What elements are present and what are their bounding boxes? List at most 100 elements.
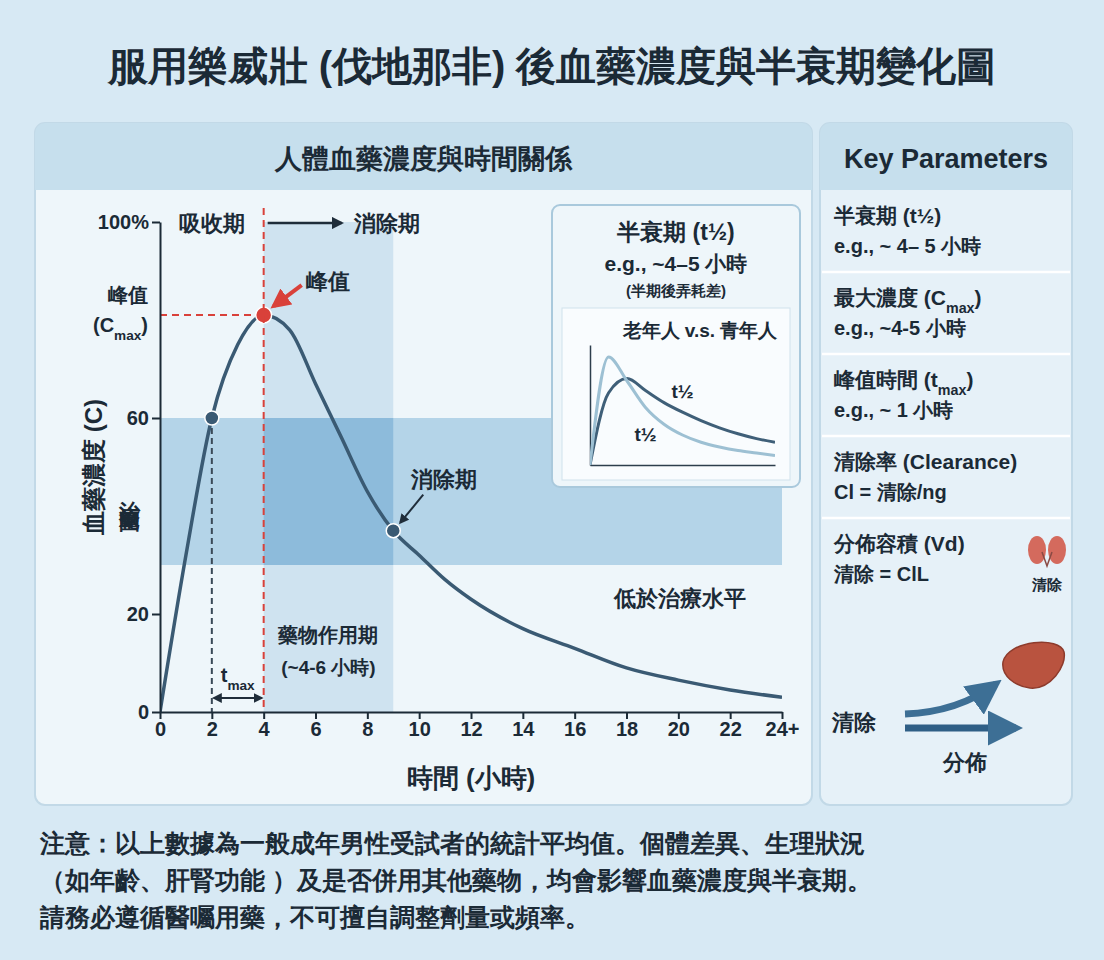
text-part: ): [975, 286, 982, 309]
inset-note: (半期後弄耗差): [626, 282, 726, 299]
param-title: 最大濃度 (Cmax): [833, 286, 982, 316]
x-tick-label: 14: [512, 718, 535, 740]
inset-x-axis-line: [591, 465, 776, 467]
panel: [820, 123, 1072, 805]
param-value: e.g., ~4-5 小時: [834, 317, 966, 339]
note-line: 注意：以上數據為一般成年男性受試者的統計平均值。個體差異、生理狀況: [39, 829, 865, 857]
kidney-icon: [1028, 536, 1066, 566]
y-tick-mark: [152, 614, 160, 616]
note-line: 請務必遵循醫囑用藥，不可擅自調整劑量或頻率。: [39, 903, 590, 931]
x-tick: 0: [155, 712, 166, 740]
row-separator: [822, 517, 1070, 520]
liver-icon: [1003, 642, 1065, 688]
param-title: 峰值時間 (tmax): [834, 368, 973, 398]
guide-line: [211, 418, 213, 712]
y-tick-mark: [152, 418, 160, 420]
title: 服用樂威壯 (伐地那非) 後血藥濃度與半衰期變化圖: [107, 44, 997, 88]
x-tick: 10: [409, 712, 431, 740]
text-part: (C: [93, 314, 114, 336]
param-value: Cl = 清除/ng: [834, 481, 947, 503]
y-axis-title: 血藥濃度 (C): [80, 399, 107, 536]
page: 服用樂威壯 (伐地那非) 後血藥濃度與半衰期變化圖人體血藥濃度與時間關係0206…: [0, 0, 1104, 960]
y-tick-label: 0: [138, 701, 149, 723]
inset-title: 半衰期 (t½): [616, 219, 735, 245]
x-tick: 18: [616, 712, 638, 740]
y-axis-line: [160, 223, 162, 713]
text-part: 峰值時間 (t: [834, 368, 938, 391]
y-tick-mark: [152, 222, 160, 224]
y-tick-label: 60: [127, 407, 149, 429]
text-part: max: [946, 300, 975, 316]
param-title: 分佈容積 (Vd): [833, 532, 965, 555]
x-tick-label: 22: [720, 718, 742, 740]
param-value: e.g., ~ 1 小時: [834, 399, 953, 421]
point-marker: [205, 411, 219, 425]
row-separator: [822, 353, 1070, 356]
x-tick-label: 10: [409, 718, 431, 740]
chart-title: 人體血藥濃度與時間關係: [274, 144, 573, 174]
icon-label: 清除: [1031, 576, 1063, 593]
text-part: ): [141, 314, 148, 336]
inset-plot-bg: [562, 308, 790, 480]
x-tick-label: 16: [564, 718, 586, 740]
y-tick: 20: [127, 603, 160, 625]
text-part: max: [114, 328, 142, 343]
x-tick: 20: [668, 712, 690, 740]
x-tick-label: 4: [259, 718, 271, 740]
note-line: （如年齡、肝腎功能 ）及是否併用其他藥物，均會影響血藥濃度與半衰期。: [40, 866, 872, 894]
therapeutic-label: 治療範圍: [119, 484, 142, 532]
x-tick: 24+: [766, 712, 800, 740]
param-value: 清除 = ClL: [833, 563, 929, 585]
param-value: e.g., ~ 4– 5 小時: [834, 235, 981, 257]
annotation-label: 消除期: [410, 467, 477, 492]
tmax-label: tmax: [221, 664, 255, 693]
inset-subtitle: e.g., ~4–5 小時: [605, 252, 748, 275]
x-tick-label: 12: [460, 718, 482, 740]
x-tick: 4: [259, 712, 271, 740]
param-title: 半衰期 (t½): [833, 204, 941, 227]
text-part: ): [966, 368, 973, 391]
flow-arrow: [905, 684, 996, 714]
text-part: max: [938, 382, 967, 398]
y-tick: 60: [127, 407, 160, 429]
panel-title: Key Parameters: [844, 144, 1048, 174]
x-tick-label: 20: [668, 718, 690, 740]
inset-x-axis: [591, 465, 776, 466]
x-axis-title: 時間 (小時): [407, 763, 536, 793]
point-marker: [386, 524, 400, 538]
action-period-band: [264, 222, 394, 712]
row-separator: [822, 435, 1070, 438]
x-tick-label: 6: [310, 718, 321, 740]
inset-label: 老年人 v.s. 青年人: [622, 320, 779, 341]
peak-guide: [160, 314, 264, 316]
x-tick: 16: [564, 712, 586, 740]
phase-label: 消除期: [353, 211, 420, 236]
x-tick: 22: [720, 712, 742, 740]
kidney-shape: [1048, 536, 1066, 564]
phase-arrow: [268, 222, 342, 225]
peak-vertical: [263, 208, 265, 712]
y-tick-label: 20: [127, 603, 149, 625]
row-separator: [822, 271, 1070, 274]
x-tick-label: 18: [616, 718, 638, 740]
series-label: t½: [634, 424, 656, 445]
flow-label: 清除: [831, 710, 877, 735]
y-tick-label: 100%: [98, 211, 149, 233]
series-label: t½: [671, 381, 693, 402]
x-tick-label: 24+: [766, 718, 800, 740]
flow-label: 分佈: [942, 750, 987, 775]
action-label: 藥物作用期: [277, 624, 378, 646]
annotation-arrow: [400, 495, 423, 523]
kidney-ureter: [1042, 552, 1052, 566]
flow-arrow: [905, 725, 1016, 732]
x-tick: 12: [460, 712, 482, 740]
inset-plot: [590, 357, 775, 465]
kidney-shape: [1028, 536, 1046, 564]
y-tick: 100%: [98, 211, 160, 233]
tmax-bracket: [214, 697, 262, 699]
inset-box: [552, 205, 800, 487]
phase-label: 吸收期: [179, 211, 245, 236]
x-tick-label: 2: [207, 718, 218, 740]
band-overlap: [264, 418, 394, 565]
below-label: 低於治療水平: [613, 586, 746, 611]
